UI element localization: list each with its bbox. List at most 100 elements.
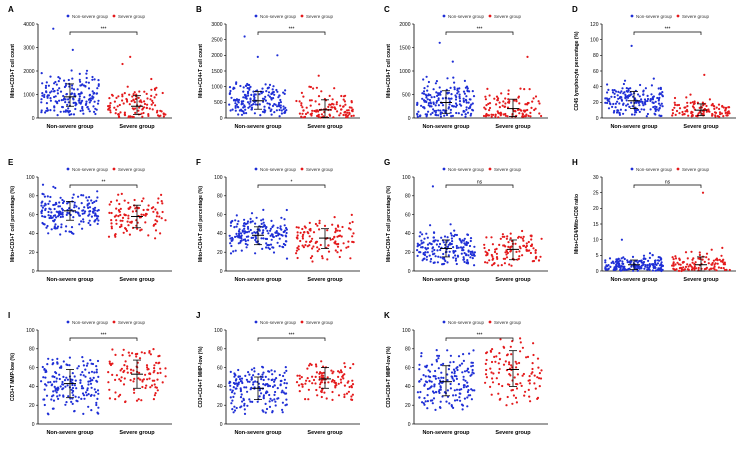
data-point — [530, 234, 533, 237]
data-point — [453, 86, 456, 89]
data-point — [682, 266, 685, 269]
data-point — [148, 107, 151, 110]
data-point — [471, 109, 475, 112]
data-point — [80, 220, 83, 223]
data-point — [728, 112, 731, 115]
data-point — [264, 237, 267, 240]
data-point — [269, 234, 272, 237]
data-point — [312, 231, 316, 234]
data-point — [629, 87, 632, 90]
data-point — [239, 84, 242, 88]
data-point — [676, 104, 679, 107]
y-tick-label: 20 — [593, 100, 599, 106]
data-point — [311, 260, 314, 263]
data-point — [54, 186, 57, 190]
data-point — [472, 253, 476, 256]
data-point — [615, 258, 618, 261]
data-point — [253, 93, 256, 96]
data-point — [490, 236, 493, 239]
data-point — [488, 109, 491, 112]
data-point — [463, 397, 466, 400]
data-point — [108, 211, 111, 214]
data-point — [154, 237, 157, 240]
data-point — [40, 111, 43, 114]
data-point — [155, 93, 158, 96]
data-point — [508, 383, 511, 386]
data-point — [615, 90, 618, 93]
data-point — [248, 88, 251, 91]
data-point — [59, 385, 62, 388]
data-point — [710, 248, 713, 251]
data-point — [61, 198, 64, 202]
data-point — [121, 354, 124, 357]
data-point — [278, 237, 281, 240]
data-point — [298, 374, 301, 377]
data-point — [660, 102, 663, 105]
y-tick-label: 100 — [402, 175, 411, 181]
data-point — [630, 93, 633, 96]
data-point — [347, 245, 350, 248]
data-point — [654, 259, 657, 262]
data-point — [612, 102, 615, 106]
data-point — [490, 113, 493, 116]
data-point — [458, 95, 461, 98]
data-point — [115, 374, 118, 377]
data-point — [531, 367, 534, 371]
data-point — [628, 261, 631, 264]
data-point — [627, 94, 631, 97]
data-point — [297, 226, 300, 229]
data-point — [728, 106, 731, 109]
y-tick-label: 20 — [405, 403, 411, 409]
data-point — [119, 213, 122, 217]
data-point — [62, 98, 65, 101]
data-point — [435, 100, 439, 103]
legend-swatch-non-severe — [630, 14, 634, 18]
data-point — [237, 220, 240, 223]
data-point — [273, 378, 276, 381]
data-point — [464, 115, 467, 118]
data-point — [132, 380, 135, 383]
data-point — [424, 375, 427, 378]
data-point — [331, 398, 334, 401]
data-point — [247, 235, 250, 238]
data-point — [247, 239, 250, 242]
x-tick-label: Non-severe group — [234, 430, 282, 436]
data-point — [646, 99, 649, 103]
data-point — [284, 106, 287, 109]
data-point — [450, 93, 453, 96]
data-point — [279, 101, 282, 104]
data-point — [87, 81, 90, 84]
data-point — [148, 350, 151, 353]
data-point — [656, 262, 660, 265]
data-point — [622, 82, 625, 86]
data-point — [96, 380, 99, 383]
x-tick-label: Severe group — [495, 430, 531, 436]
legend-swatch-non-severe — [442, 167, 446, 171]
data-point — [229, 370, 232, 373]
data-point — [270, 113, 273, 116]
data-point — [333, 236, 336, 239]
data-point — [691, 267, 694, 270]
data-point — [351, 235, 354, 238]
data-point — [150, 94, 153, 97]
data-point — [311, 255, 314, 258]
data-point — [657, 87, 660, 90]
data-point — [717, 103, 721, 106]
data-point — [66, 109, 69, 112]
data-point — [48, 207, 51, 210]
data-point — [280, 391, 283, 394]
data-point — [271, 88, 274, 91]
data-point — [654, 100, 657, 103]
data-point — [108, 104, 111, 107]
data-point — [326, 376, 329, 379]
data-point — [243, 227, 246, 230]
data-point — [529, 400, 532, 403]
data-point — [254, 238, 257, 242]
data-point — [348, 385, 351, 389]
data-point — [349, 366, 352, 370]
legend-swatch-non-severe — [254, 14, 258, 18]
data-point — [81, 212, 84, 215]
data-point — [422, 374, 425, 377]
data-point — [485, 368, 488, 372]
data-point — [693, 265, 696, 268]
